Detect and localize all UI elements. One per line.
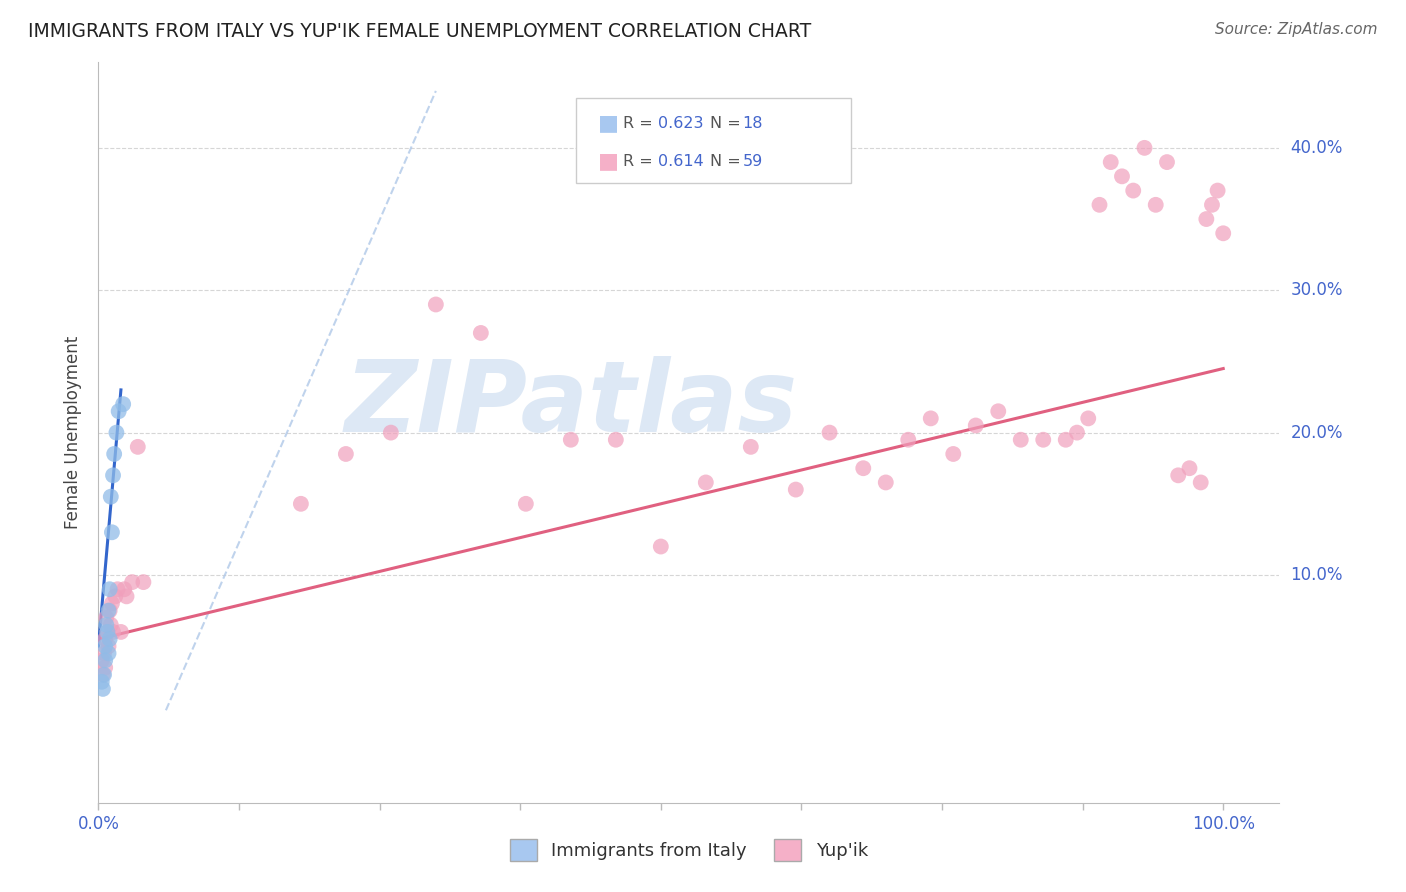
Point — [127, 440, 149, 454]
Point — [98, 582, 121, 597]
Text: N =: N = — [710, 153, 747, 169]
Text: R =: R = — [623, 116, 658, 131]
Point — [1167, 468, 1189, 483]
Point — [107, 582, 129, 597]
Legend: Immigrants from Italy, Yup'ik: Immigrants from Italy, Yup'ik — [503, 831, 875, 868]
Point — [942, 447, 965, 461]
Point — [1195, 212, 1218, 227]
Point — [1133, 141, 1156, 155]
Point — [96, 624, 118, 639]
Point — [100, 617, 122, 632]
Point — [94, 639, 117, 653]
Point — [1066, 425, 1088, 440]
Point — [105, 425, 128, 440]
Point — [1122, 184, 1144, 198]
Point — [1156, 155, 1178, 169]
Point — [103, 447, 125, 461]
Point — [1212, 227, 1234, 241]
Point — [94, 660, 117, 674]
Point — [605, 433, 627, 447]
Point — [115, 590, 138, 604]
Point — [112, 397, 135, 411]
Text: ZIPatlas: ZIPatlas — [344, 356, 797, 452]
Point — [98, 604, 121, 618]
Point — [94, 632, 117, 646]
Point — [91, 681, 114, 696]
Text: ■: ■ — [598, 113, 619, 134]
Point — [100, 490, 122, 504]
Text: 40.0%: 40.0% — [1291, 139, 1343, 157]
Point — [93, 646, 115, 660]
Point — [1178, 461, 1201, 475]
Point — [1054, 433, 1077, 447]
Point — [875, 475, 897, 490]
Point — [94, 653, 117, 667]
Point — [104, 590, 127, 604]
Point — [132, 575, 155, 590]
Text: 18: 18 — [742, 116, 763, 131]
Point — [1111, 169, 1133, 184]
Point — [470, 326, 492, 340]
Point — [1088, 198, 1111, 212]
Point — [920, 411, 942, 425]
Text: 10.0%: 10.0% — [1291, 566, 1343, 584]
Y-axis label: Female Unemployment: Female Unemployment — [65, 336, 83, 529]
Text: 0.623: 0.623 — [658, 116, 703, 131]
Point — [425, 297, 447, 311]
Point — [97, 646, 120, 660]
Text: R =: R = — [623, 153, 658, 169]
Point — [110, 624, 132, 639]
Point — [852, 461, 875, 475]
Point — [107, 404, 129, 418]
Point — [101, 597, 124, 611]
Point — [101, 468, 124, 483]
Point — [112, 582, 135, 597]
Point — [101, 525, 124, 540]
Point — [96, 617, 118, 632]
Point — [1206, 184, 1229, 198]
Point — [380, 425, 402, 440]
Text: ■: ■ — [598, 152, 619, 171]
Point — [740, 440, 762, 454]
Point — [90, 674, 112, 689]
Text: 20.0%: 20.0% — [1291, 424, 1343, 442]
Point — [785, 483, 807, 497]
Point — [897, 433, 920, 447]
Text: 30.0%: 30.0% — [1291, 281, 1343, 299]
Point — [101, 624, 124, 639]
Point — [97, 639, 120, 653]
Point — [1099, 155, 1122, 169]
Point — [121, 575, 143, 590]
Point — [1144, 198, 1167, 212]
Text: IMMIGRANTS FROM ITALY VS YUP'IK FEMALE UNEMPLOYMENT CORRELATION CHART: IMMIGRANTS FROM ITALY VS YUP'IK FEMALE U… — [28, 22, 811, 41]
Point — [1189, 475, 1212, 490]
Point — [1010, 433, 1032, 447]
Point — [96, 610, 118, 624]
Point — [90, 653, 112, 667]
Point — [290, 497, 312, 511]
Point — [818, 425, 841, 440]
Point — [98, 632, 121, 646]
Point — [695, 475, 717, 490]
Point — [91, 667, 114, 681]
Point — [1077, 411, 1099, 425]
Text: N =: N = — [710, 116, 747, 131]
Text: 0.614: 0.614 — [658, 153, 704, 169]
Point — [97, 604, 120, 618]
Point — [1201, 198, 1223, 212]
Point — [1032, 433, 1054, 447]
Point — [93, 667, 115, 681]
Text: Source: ZipAtlas.com: Source: ZipAtlas.com — [1215, 22, 1378, 37]
Point — [650, 540, 672, 554]
Text: 59: 59 — [742, 153, 762, 169]
Point — [96, 624, 118, 639]
Point — [987, 404, 1010, 418]
Point — [965, 418, 987, 433]
Point — [560, 433, 582, 447]
Point — [335, 447, 357, 461]
Point — [515, 497, 537, 511]
